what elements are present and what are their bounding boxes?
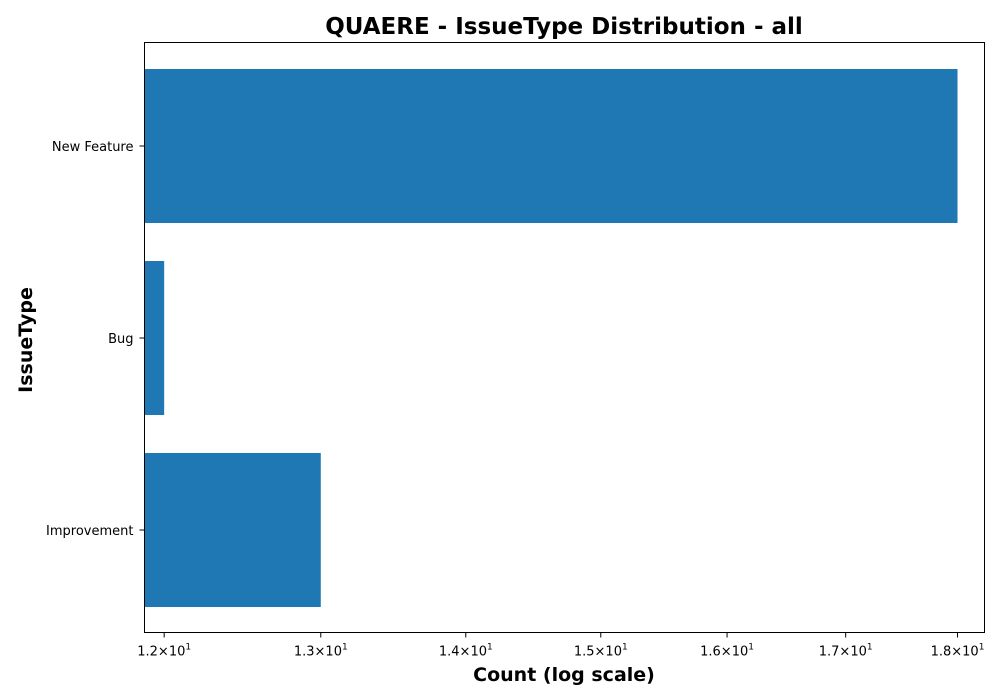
x-tick-label: 1.7×101 [819, 643, 873, 660]
y-tick-label-improvement: Improvement [46, 524, 133, 539]
x-tick-label: 1.6×101 [700, 643, 754, 660]
x-tick-label: 1.5×101 [574, 643, 628, 660]
x-tick-mantissa: 1.2 [137, 645, 158, 660]
x-tick-base: 10 [962, 645, 979, 660]
x-tick-exponent: 1 [867, 643, 873, 653]
x-tick-label: 1.4×101 [439, 643, 493, 660]
x-tick-times-sign: × [315, 645, 326, 660]
bar-improvement [144, 453, 321, 607]
x-tick-exponent: 1 [979, 643, 985, 653]
x-tick-label: 1.3×101 [294, 643, 348, 660]
x-tick-base: 10 [169, 645, 186, 660]
bar-new-feature [144, 69, 958, 223]
x-axis-label: Count (log scale) [473, 664, 655, 686]
y-tick-label-new-feature: New Feature [52, 140, 134, 155]
x-tick-mantissa: 1.8 [931, 645, 952, 660]
x-tick-times-sign: × [721, 645, 732, 660]
x-tick-mantissa: 1.3 [294, 645, 315, 660]
bars-group [144, 69, 958, 607]
x-tick-mantissa: 1.4 [439, 645, 460, 660]
x-tick-base: 10 [605, 645, 622, 660]
y-tick-label-bug: Bug [108, 332, 133, 347]
x-tick-exponent: 1 [487, 643, 493, 653]
x-tick-mantissa: 1.7 [819, 645, 840, 660]
x-tick-times-sign: × [951, 645, 962, 660]
x-tick-base: 10 [470, 645, 487, 660]
x-tick-times-sign: × [839, 645, 850, 660]
x-tick-exponent: 1 [748, 643, 754, 653]
x-tick-mantissa: 1.5 [574, 645, 595, 660]
bar-bug [144, 261, 165, 415]
x-tick-times-sign: × [595, 645, 606, 660]
x-tick-times-sign: × [158, 645, 169, 660]
x-tick-base: 10 [732, 645, 749, 660]
chart-title: QUAERE - IssueType Distribution - all [325, 14, 803, 40]
x-tick-exponent: 1 [185, 643, 191, 653]
x-tick-times-sign: × [460, 645, 471, 660]
y-axis-label: IssueType [15, 287, 37, 393]
x-tick-base: 10 [325, 645, 342, 660]
x-tick-exponent: 1 [342, 643, 348, 653]
plot-frame [144, 42, 985, 633]
x-axis-ticks: 1.2×101 1.3×101 1.4×101 1.5×101 1.6×101 1.7×1… [137, 632, 985, 660]
x-tick-exponent: 1 [622, 643, 628, 653]
x-tick-base: 10 [850, 645, 867, 660]
x-tick-label: 1.2×101 [137, 643, 191, 660]
y-axis-ticks: New Feature Bug Improvement [46, 140, 145, 539]
x-tick-label: 1.8×101 [931, 643, 985, 660]
x-tick-mantissa: 1.6 [700, 645, 721, 660]
